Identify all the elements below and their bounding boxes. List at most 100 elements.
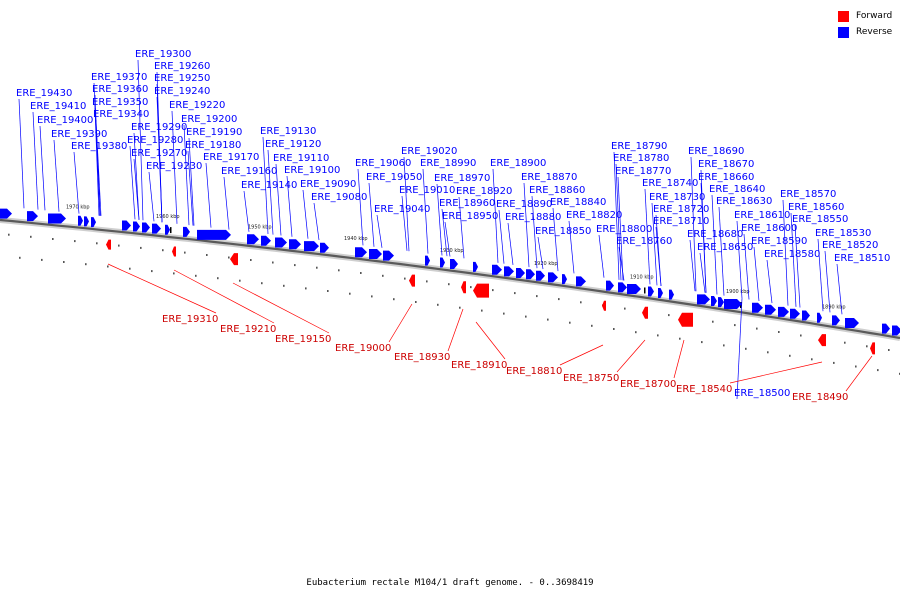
forward-gene-arrow[interactable]	[473, 283, 489, 298]
gene-label-ere-19100[interactable]: ERE_19100	[284, 165, 340, 176]
gene-label-ere-19350[interactable]: ERE_19350	[92, 97, 148, 108]
gene-label-ere-18650[interactable]: ERE_18650	[697, 242, 753, 253]
gene-label-ere-19010[interactable]: ERE_19010	[399, 185, 455, 196]
forward-gene-arrow[interactable]	[602, 300, 606, 311]
reverse-gene-arrow[interactable]	[752, 302, 763, 313]
forward-gene-arrow[interactable]	[461, 281, 466, 294]
gene-label-ere-19150[interactable]: ERE_19150	[275, 334, 331, 345]
forward-gene-arrow[interactable]	[172, 246, 176, 257]
gene-label-ere-19020[interactable]: ERE_19020	[401, 146, 457, 157]
gene-label-ere-18720[interactable]: ERE_18720	[653, 204, 709, 215]
reverse-gene-arrow[interactable]	[183, 226, 190, 237]
forward-gene-arrow[interactable]	[818, 334, 826, 347]
reverse-gene-arrow[interactable]	[133, 221, 140, 232]
reverse-gene-arrow[interactable]	[802, 310, 810, 321]
gene-label-ere-19390[interactable]: ERE_19390	[51, 129, 107, 140]
reverse-gene-arrow[interactable]	[383, 250, 394, 261]
gene-label-ere-18730[interactable]: ERE_18730	[649, 192, 705, 203]
gene-label-ere-18740[interactable]: ERE_18740	[642, 178, 698, 189]
gene-label-ere-19290[interactable]: ERE_19290	[131, 122, 187, 133]
reverse-gene-arrow[interactable]	[84, 216, 89, 227]
gene-label-ere-19430[interactable]: ERE_19430	[16, 88, 72, 99]
gene-label-ere-19280[interactable]: ERE_19280	[127, 135, 183, 146]
gene-label-ere-18670[interactable]: ERE_18670	[698, 159, 754, 170]
gene-label-ere-18500[interactable]: ERE_18500	[734, 388, 790, 399]
forward-gene-arrow[interactable]	[678, 312, 693, 327]
gene-label-ere-18860[interactable]: ERE_18860	[529, 185, 585, 196]
gene-label-ere-19360[interactable]: ERE_19360	[92, 84, 148, 95]
gene-label-ere-19050[interactable]: ERE_19050	[366, 172, 422, 183]
forward-gene-arrow[interactable]	[870, 342, 875, 355]
gene-label-ere-18850[interactable]: ERE_18850	[535, 226, 591, 237]
gene-label-ere-18700[interactable]: ERE_18700	[620, 379, 676, 390]
gene-label-ere-18760[interactable]: ERE_18760	[616, 236, 672, 247]
forward-gene-arrow[interactable]	[230, 253, 238, 266]
gene-label-ere-19250[interactable]: ERE_19250	[154, 73, 210, 84]
gene-label-ere-18910[interactable]: ERE_18910	[451, 360, 507, 371]
reverse-gene-arrow[interactable]	[669, 289, 674, 300]
reverse-gene-arrow[interactable]	[142, 222, 150, 233]
reverse-gene-arrow[interactable]	[845, 318, 859, 328]
reverse-gene-arrow[interactable]	[697, 294, 710, 305]
gene-label-ere-18790[interactable]: ERE_18790	[611, 141, 667, 152]
reverse-gene-arrow[interactable]	[473, 261, 478, 272]
forward-gene-arrow[interactable]	[642, 306, 648, 319]
gene-label-ere-19380[interactable]: ERE_19380	[71, 141, 127, 152]
gene-label-ere-18580[interactable]: ERE_18580	[764, 249, 820, 260]
gene-label-ere-18880[interactable]: ERE_18880	[505, 212, 561, 223]
gene-label-ere-18820[interactable]: ERE_18820	[566, 210, 622, 221]
reverse-gene-arrow[interactable]	[440, 257, 445, 268]
gene-label-ere-19040[interactable]: ERE_19040	[374, 204, 430, 215]
gene-label-ere-18970[interactable]: ERE_18970	[434, 173, 490, 184]
gene-label-ere-18590[interactable]: ERE_18590	[751, 236, 807, 247]
gene-label-ere-19090[interactable]: ERE_19090	[300, 179, 356, 190]
gene-label-ere-18560[interactable]: ERE_18560	[788, 202, 844, 213]
reverse-gene-arrow[interactable]	[627, 284, 641, 294]
reverse-gene-arrow[interactable]	[526, 269, 535, 280]
reverse-gene-arrow[interactable]	[648, 286, 654, 297]
reverse-gene-arrow[interactable]	[122, 220, 131, 231]
gene-label-ere-18900[interactable]: ERE_18900	[490, 158, 546, 169]
reverse-gene-arrow[interactable]	[790, 308, 800, 319]
reverse-gene-arrow[interactable]	[165, 224, 170, 235]
reverse-gene-arrow[interactable]	[618, 282, 627, 293]
gene-label-ere-19410[interactable]: ERE_19410	[30, 101, 86, 112]
gene-label-ere-18680[interactable]: ERE_18680	[687, 229, 743, 240]
reverse-gene-arrow[interactable]	[504, 266, 514, 277]
reverse-gene-arrow[interactable]	[289, 239, 301, 250]
gene-label-ere-18960[interactable]: ERE_18960	[439, 198, 495, 209]
gene-label-ere-19400[interactable]: ERE_19400	[37, 115, 93, 126]
reverse-gene-arrow[interactable]	[0, 208, 12, 219]
reverse-gene-arrow[interactable]	[516, 268, 525, 278]
gene-label-ere-18600[interactable]: ERE_18600	[741, 223, 797, 234]
reverse-gene-arrow[interactable]	[711, 296, 717, 306]
gene-label-ere-18770[interactable]: ERE_18770	[615, 166, 671, 177]
gene-label-ere-18640[interactable]: ERE_18640	[709, 184, 765, 195]
reverse-gene-arrow[interactable]	[152, 223, 161, 234]
gene-label-ere-19310[interactable]: ERE_19310	[162, 314, 218, 325]
reverse-gene-arrow[interactable]	[355, 247, 367, 258]
gene-label-ere-18890[interactable]: ERE_18890	[496, 199, 552, 210]
gene-label-ere-19220[interactable]: ERE_19220	[169, 100, 225, 111]
reverse-gene-arrow[interactable]	[576, 276, 586, 287]
reverse-gene-arrow[interactable]	[832, 315, 840, 326]
reverse-gene-arrow[interactable]	[562, 274, 567, 285]
reverse-gene-arrow[interactable]	[425, 255, 430, 266]
reverse-gene-arrow[interactable]	[724, 299, 742, 309]
gene-label-ere-19190[interactable]: ERE_19190	[186, 127, 242, 138]
reverse-gene-arrow[interactable]	[197, 229, 231, 240]
gene-label-ere-18710[interactable]: ERE_18710	[653, 216, 709, 227]
gene-label-ere-19000[interactable]: ERE_19000	[335, 343, 391, 354]
gene-label-ere-19060[interactable]: ERE_19060	[355, 158, 411, 169]
gene-label-ere-18800[interactable]: ERE_18800	[596, 224, 652, 235]
gene-label-ere-18540[interactable]: ERE_18540	[676, 384, 732, 395]
gene-label-ere-18530[interactable]: ERE_18530	[815, 228, 871, 239]
gene-label-ere-19210[interactable]: ERE_19210	[220, 324, 276, 335]
gene-label-ere-18630[interactable]: ERE_18630	[716, 196, 772, 207]
gene-label-ere-18570[interactable]: ERE_18570	[780, 189, 836, 200]
reverse-gene-arrow[interactable]	[261, 235, 271, 246]
gene-label-ere-19120[interactable]: ERE_19120	[265, 139, 321, 150]
gene-label-ere-18490[interactable]: ERE_18490	[792, 392, 848, 403]
reverse-gene-arrow[interactable]	[658, 288, 663, 298]
reverse-gene-arrow[interactable]	[275, 237, 287, 248]
